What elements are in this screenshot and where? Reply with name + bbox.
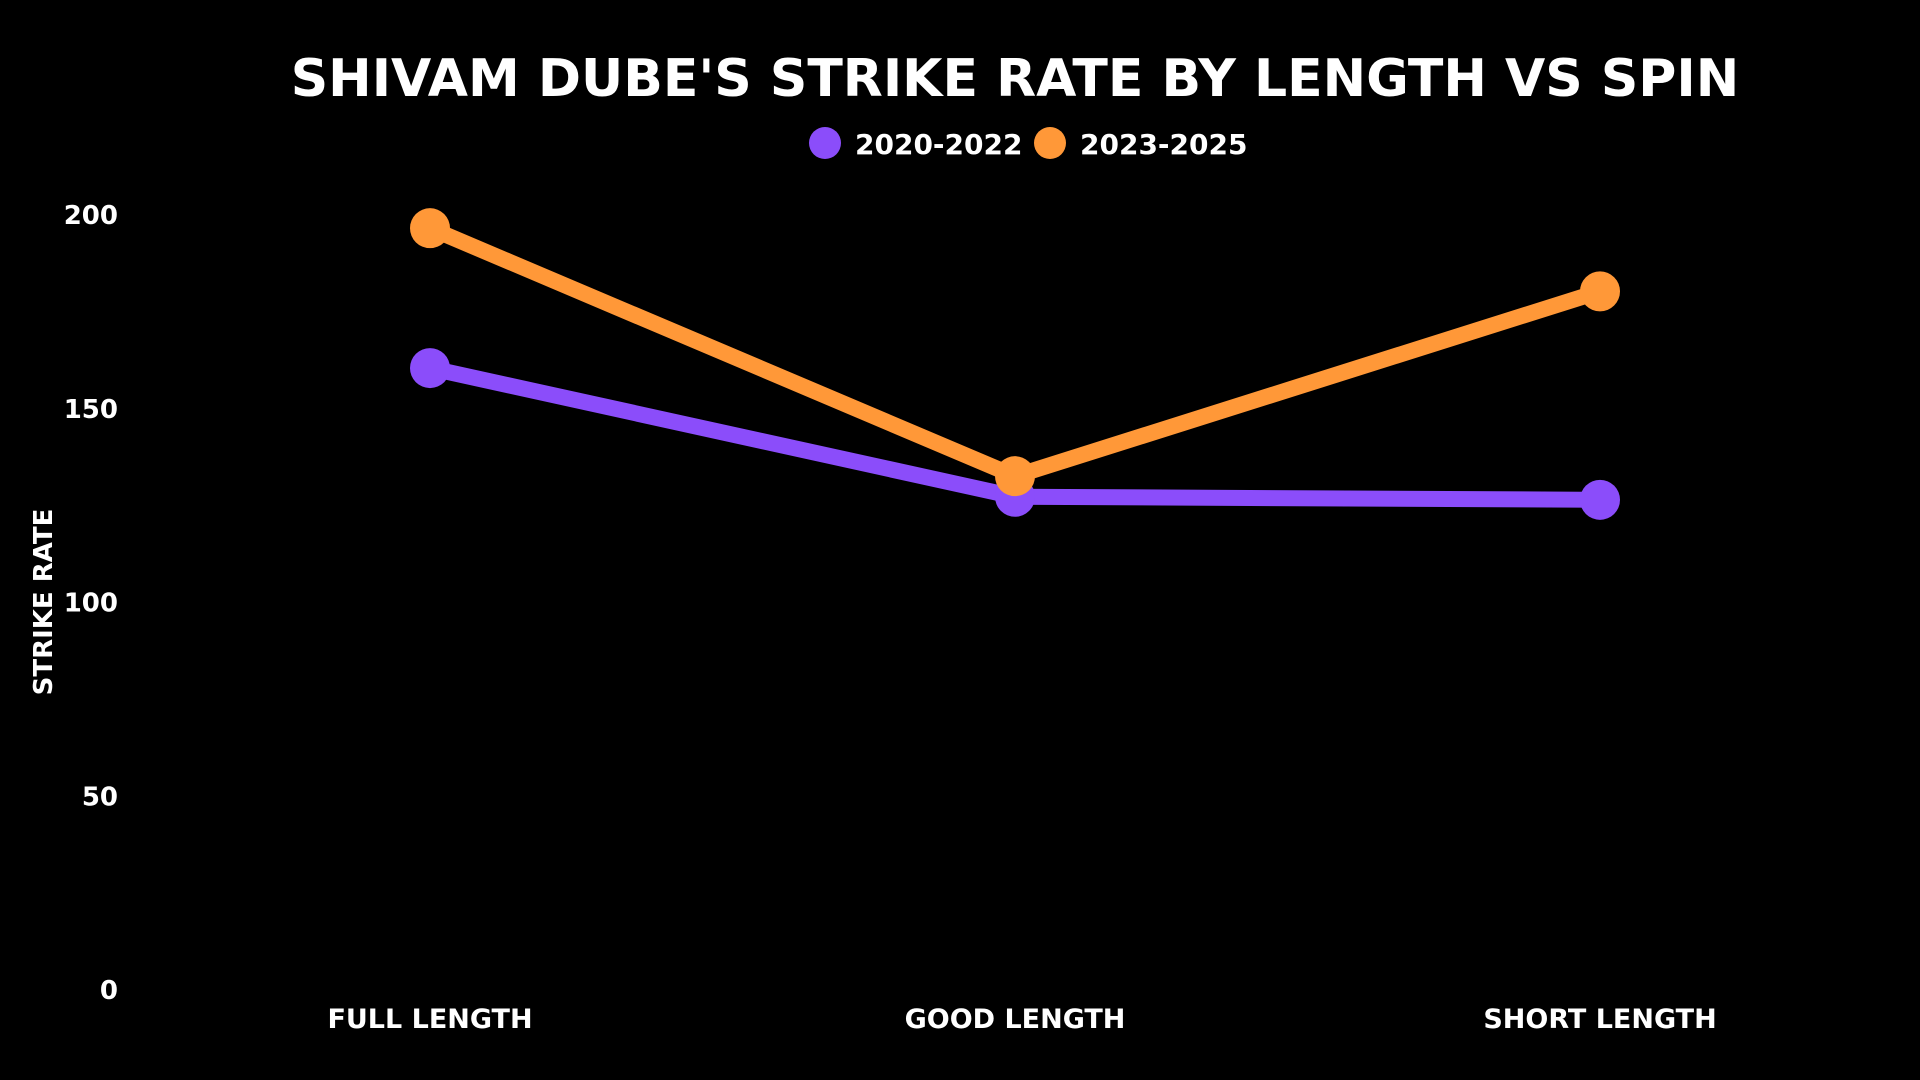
x-axis-ticks: FULL LENGTH GOOD LENGTH SHORT LENGTH <box>327 1004 1716 1035</box>
y-tick-label: 50 <box>82 782 118 812</box>
legend-label-2020-2022: 2020-2022 <box>855 128 1022 161</box>
y-tick-label: 100 <box>64 589 118 619</box>
data-point-2023-2025-0 <box>410 208 450 249</box>
y-tick-label: 0 <box>100 976 118 1006</box>
y-axis-ticks: 0 50 100 150 200 <box>64 201 118 1006</box>
x-tick-label: GOOD LENGTH <box>905 1004 1126 1035</box>
legend: 2020-2022 2023-2025 <box>809 127 1247 161</box>
data-point-2020-2022-0 <box>410 348 450 389</box>
data-point-2023-2025-1 <box>995 456 1035 497</box>
legend-marker-2023-2025 <box>1034 127 1066 159</box>
legend-label-2023-2025: 2023-2025 <box>1080 128 1247 161</box>
legend-marker-2020-2022 <box>809 127 841 159</box>
data-point-2020-2022-2 <box>1580 479 1620 520</box>
data-point-2023-2025-2 <box>1580 271 1620 312</box>
series-line-2023-2025 <box>422 220 1608 485</box>
y-tick-label: 200 <box>64 201 118 231</box>
chart-title: SHIVAM DUBE'S STRIKE RATE BY LENGTH VS S… <box>291 49 1740 109</box>
y-axis-label: STRIKE RATE <box>29 509 59 696</box>
y-tick-label: 150 <box>64 395 118 425</box>
x-tick-label: FULL LENGTH <box>327 1004 532 1035</box>
x-tick-label: SHORT LENGTH <box>1483 1004 1716 1035</box>
series-points <box>410 208 1620 520</box>
